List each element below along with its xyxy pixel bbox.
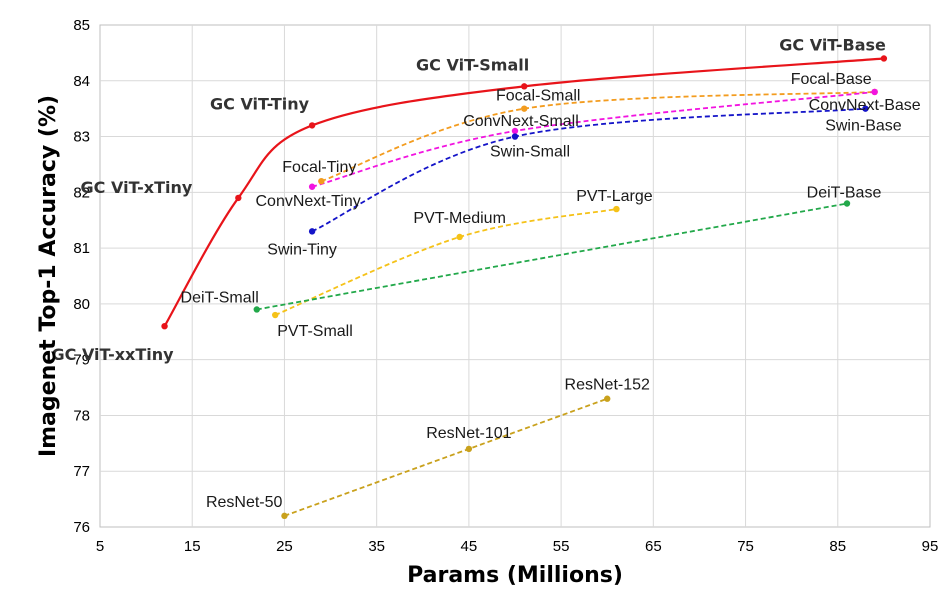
x-tick-label: 35 (368, 538, 385, 555)
y-tick-label: 82 (73, 184, 90, 201)
y-tick-label: 77 (73, 463, 90, 480)
data-point-resnet (465, 445, 473, 453)
data-label-focal: Focal-Small (496, 88, 580, 105)
data-label-convnext: ConvNext-Tiny (256, 193, 361, 210)
y-tick-label: 85 (73, 17, 90, 34)
data-point-deit (253, 306, 260, 313)
series-line-focal (321, 91, 875, 183)
data-point-resnet (281, 512, 288, 520)
series-line-deit (256, 202, 848, 311)
data-label-focal: Focal-Base (791, 71, 872, 88)
gridlines (100, 25, 930, 527)
data-label-swin: Swin-Small (490, 144, 570, 161)
x-tick-label: 95 (922, 538, 939, 555)
data-point-gcvit (880, 55, 888, 62)
y-tick-label: 83 (73, 129, 90, 146)
data-label-pvt: PVT-Large (576, 188, 653, 205)
data-point-swin (862, 105, 869, 112)
tick-labels: 5 15 25 35 45 55 65 75 85 95 76 77 78 79 80 81 82 83 84 85 (73, 17, 938, 555)
data-point-gcvit (521, 83, 528, 90)
plot-area (99, 24, 931, 528)
y-tick-label: 78 (73, 407, 90, 424)
data-point-convnext (871, 88, 878, 96)
data-point-focal (521, 105, 528, 112)
data-point-resnet (604, 395, 611, 402)
data-point-pvt (272, 311, 279, 319)
data-label-resnet: ResNet-101 (426, 425, 511, 442)
data-label-pvt: PVT-Medium (413, 210, 505, 227)
y-tick-label: 80 (73, 296, 90, 313)
data-point-pvt (613, 205, 620, 213)
data-label-swin: Swin-Base (825, 118, 902, 135)
data-label-resnet: ResNet-152 (565, 377, 650, 394)
y-tick-label: 84 (73, 73, 90, 90)
data-label-pvt: PVT-Small (277, 323, 353, 340)
data-label-resnet: ResNet-50 (206, 494, 283, 511)
x-tick-label: 25 (276, 538, 293, 555)
data-label-gcvit: GC ViT-Base (779, 35, 886, 54)
data-label-deit: DeiT-Small (181, 289, 259, 306)
data-point-pvt (456, 233, 463, 241)
data-label-gcvit: GC ViT-Tiny (210, 94, 310, 113)
data-label-swin: Swin-Tiny (267, 241, 337, 258)
data-label-deit: DeiT-Base (807, 184, 882, 201)
data-point-gcvit (308, 122, 316, 129)
data-point-convnext (511, 127, 519, 135)
x-tick-label: 5 (96, 538, 104, 555)
data-point-deit (843, 200, 851, 207)
data-point-gcvit (235, 194, 242, 202)
y-axis-title: Imagenet Top-1 Accuracy (%) (36, 95, 61, 457)
x-tick-label: 55 (553, 538, 570, 555)
x-tick-label: 75 (737, 538, 754, 555)
x-tick-label: 85 (829, 538, 846, 555)
data-point-swin (511, 133, 519, 140)
data-label-convnext: ConvNext-Small (463, 113, 579, 130)
series-line-swin (311, 107, 866, 233)
x-tick-label: 15 (184, 538, 201, 555)
data-label-gcvit: GC ViT-xxTiny (52, 345, 175, 364)
y-tick-label: 79 (73, 352, 90, 369)
series-line-gcvit (163, 57, 884, 327)
data-label-gcvit: GC ViT-Small (416, 55, 529, 74)
series-line-convnext (311, 91, 875, 188)
series-points (161, 55, 888, 520)
x-axis-title: Params (Millions) (407, 563, 623, 588)
data-point-convnext (308, 183, 316, 190)
x-tick-label: 45 (461, 538, 478, 555)
y-tick-label: 76 (73, 519, 90, 536)
data-point-gcvit (161, 323, 168, 330)
data-label-focal: Focal-Tiny (282, 159, 356, 176)
data-point-focal (318, 177, 325, 185)
x-tick-label: 65 (645, 538, 662, 555)
point-labels: GC ViT-xxTiny GC ViT-xTiny GC ViT-Tiny GC V… (52, 35, 921, 510)
data-label-convnext: ConvNext-Base (809, 97, 921, 114)
data-point-swin (308, 228, 316, 235)
data-label-gcvit: GC ViT-xTiny (81, 178, 193, 197)
y-tick-label: 81 (73, 240, 90, 257)
